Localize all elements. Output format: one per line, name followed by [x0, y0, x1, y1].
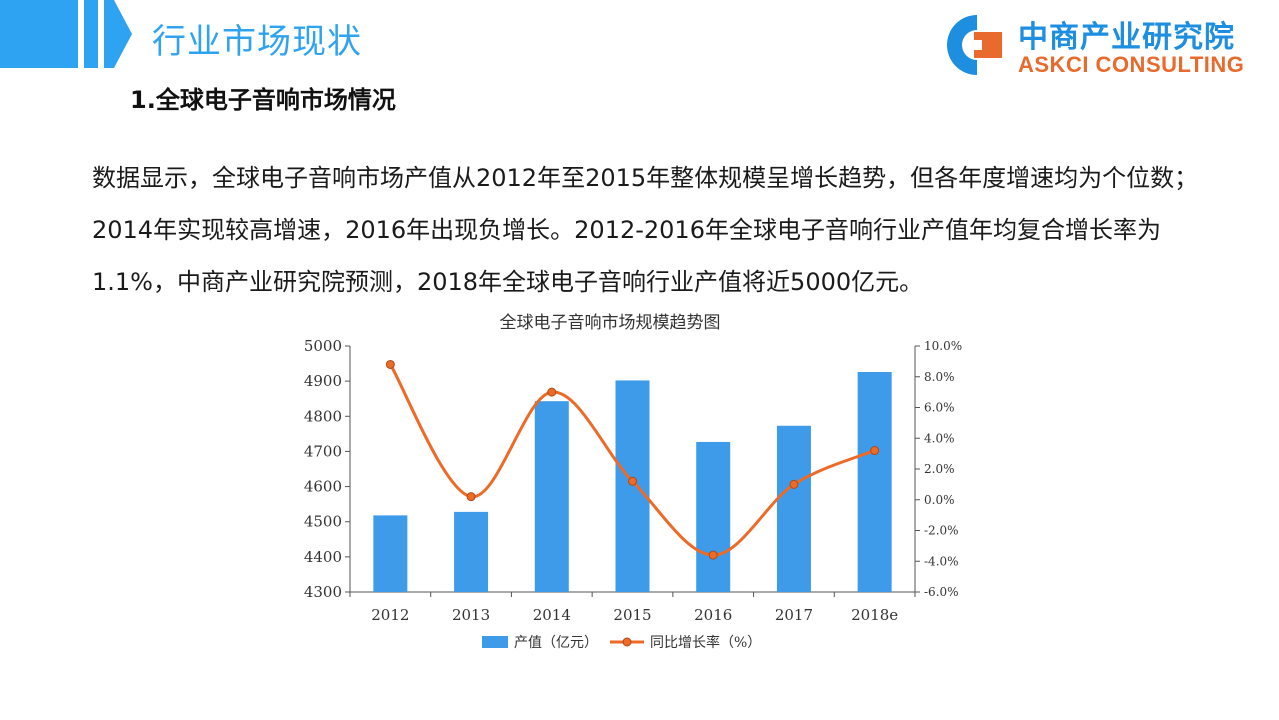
section-title: 1.全球电子音响市场情况: [130, 86, 396, 114]
x-tick-label: 2016: [694, 606, 732, 624]
x-tick-label: 2018e: [851, 606, 898, 624]
right-tick-label: -4.0%: [924, 554, 959, 568]
header-title: 行业市场现状: [152, 22, 362, 62]
chart: 全球电子音响市场规模趋势图 4300 4400 4500 4600 4700 4800 49…: [270, 300, 990, 670]
x-tick-label: 2013: [452, 606, 490, 624]
right-tick-label: 4.0%: [924, 431, 955, 445]
right-tick-label: -6.0%: [924, 585, 959, 599]
left-tick-label: 4600: [304, 478, 342, 496]
growth-point-2017: [789, 479, 799, 489]
logo-english-name: ASKCI CONSULTING: [1018, 52, 1245, 77]
bar-2012: [373, 515, 408, 592]
growth-point-2015: [628, 476, 637, 486]
chart-svg: 4300 4400 4500 4600 4700 4800 4900 5000 -6.0% -4.…: [304, 337, 962, 651]
legend-bar-swatch: [482, 636, 508, 648]
legend-line-marker: [622, 637, 632, 647]
bar-2016: [696, 441, 731, 592]
right-tick-label: 6.0%: [924, 401, 955, 415]
bar-2015: [615, 380, 650, 592]
growth-point-2013: [466, 492, 476, 502]
bar-2013: [454, 511, 489, 592]
logo-chinese-name: 中商产业研究院: [1018, 20, 1235, 55]
left-tick-label: 4300: [304, 583, 342, 601]
right-tick-label: 10.0%: [924, 339, 962, 353]
header-decoration: [0, 0, 132, 68]
right-tick-label: -2.0%: [924, 524, 959, 538]
chart-title: 全球电子音响市场规模趋势图: [499, 313, 721, 333]
body-paragraph: 数据显示，全球电子音响市场产值从2012年至2015年整体规模呈增长趋势，但各年…: [92, 164, 1199, 296]
left-tick-label: 5000: [304, 337, 342, 355]
growth-point-2016: [708, 550, 718, 560]
left-tick-label: 4800: [304, 407, 342, 425]
right-tick-label: 2.0%: [924, 462, 955, 476]
right-tick-label: 8.0%: [924, 370, 955, 384]
left-tick-label: 4400: [304, 548, 342, 566]
growth-point-2014: [547, 387, 557, 397]
x-tick-label: 2012: [371, 606, 409, 624]
logo-mark-icon: [947, 15, 1002, 75]
bar-2014: [534, 401, 569, 592]
left-tick-label: 4700: [304, 442, 342, 460]
bar-2018e: [857, 372, 892, 592]
left-tick-label: 4500: [304, 513, 342, 531]
legend-line-label: 同比增长率（%）: [650, 634, 761, 651]
x-tick-label: 2017: [775, 606, 813, 624]
x-tick-label: 2014: [533, 606, 571, 624]
growth-point-2018e: [870, 446, 880, 456]
right-tick-label: 0.0%: [924, 493, 955, 507]
company-logo: 中商产业研究院 ASKCI CONSULTING: [944, 12, 1264, 78]
left-tick-label: 4900: [304, 372, 342, 390]
x-tick-label: 2015: [613, 606, 651, 624]
bar-2017: [776, 425, 811, 592]
legend-bar-label: 产值（亿元）: [514, 635, 598, 651]
growth-point-2012: [385, 359, 395, 369]
